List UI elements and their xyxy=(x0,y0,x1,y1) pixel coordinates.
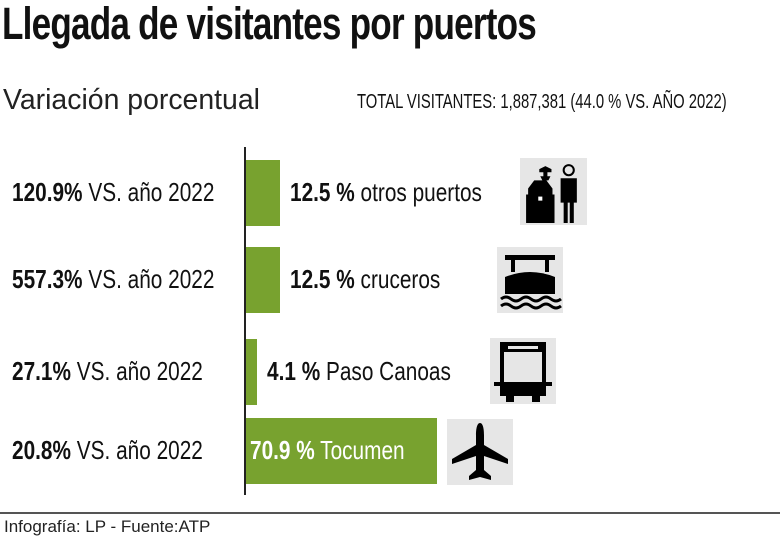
ship-icon xyxy=(497,247,563,313)
category-name: Tocumen xyxy=(320,435,405,465)
immigration-officer-icon xyxy=(520,158,587,225)
value-label: 70.9 % Tocumen xyxy=(250,435,443,466)
value-percent: 70.9 % xyxy=(250,435,315,465)
chart-title: Llegada de visitantes por puertos xyxy=(2,0,537,49)
variation-suffix: VS. año 2022 xyxy=(88,264,215,294)
airplane-icon xyxy=(447,419,513,485)
category-name: otros puertos xyxy=(360,177,482,207)
source-footer: Infografía: LP - Fuente:ATP xyxy=(4,517,211,536)
variation-suffix: VS. año 2022 xyxy=(88,177,215,207)
category-name: Paso Canoas xyxy=(326,356,451,386)
variation-value: 27.1% xyxy=(12,356,71,386)
value-label: 12.5 % cruceros xyxy=(290,264,478,295)
bar-tocumen xyxy=(246,418,437,484)
axis-line xyxy=(244,147,246,495)
value-label: 4.1 % Paso Canoas xyxy=(267,356,497,387)
variation-label: 120.9% VS. año 2022 xyxy=(12,177,265,208)
bar-otros-puertos xyxy=(246,160,280,226)
variation-label: 27.1% VS. año 2022 xyxy=(12,356,251,387)
variation-value: 20.8% xyxy=(12,435,71,465)
bus-icon xyxy=(490,338,556,404)
value-label: 12.5 % otros puertos xyxy=(290,177,530,208)
footer-divider xyxy=(0,512,780,514)
variation-value: 120.9% xyxy=(12,177,83,207)
category-name: cruceros xyxy=(360,264,440,294)
variation-suffix: VS. año 2022 xyxy=(76,356,203,386)
value-percent: 12.5 % xyxy=(289,177,355,207)
value-percent: 12.5 % xyxy=(289,264,355,294)
variation-suffix: VS. año 2022 xyxy=(76,435,203,465)
total-visitors: TOTAL VISITANTES: 1,887,381 (44.0 % VS. … xyxy=(357,91,727,113)
bar-cruceros xyxy=(246,247,280,313)
variation-label: 20.8% VS. año 2022 xyxy=(12,435,251,466)
chart-subtitle: Variación porcentual xyxy=(3,84,260,116)
variation-value: 557.3% xyxy=(12,264,83,294)
bar-paso-canoas xyxy=(246,339,258,405)
variation-label: 557.3% VS. año 2022 xyxy=(12,264,265,295)
value-percent: 4.1 % xyxy=(267,356,321,386)
